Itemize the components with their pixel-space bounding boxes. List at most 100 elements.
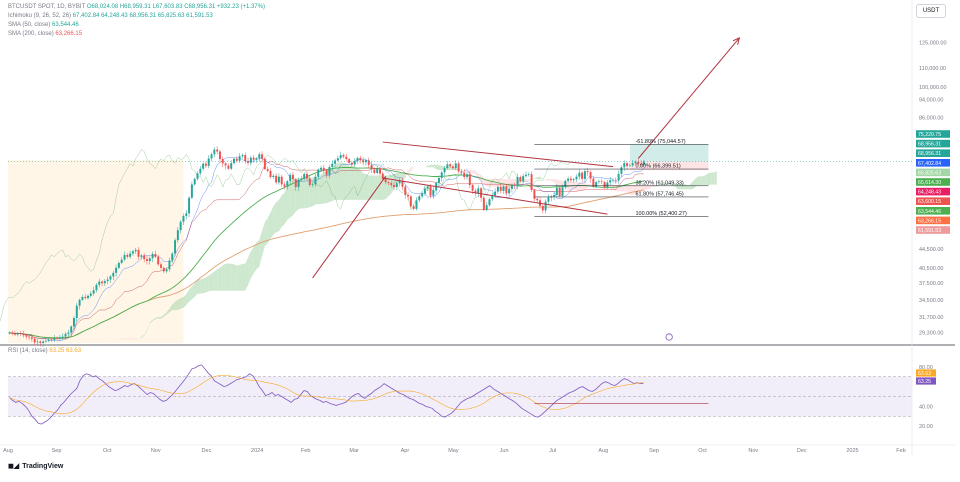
- candle-body: [31, 337, 33, 338]
- candle-body: [452, 166, 454, 168]
- ichimoku-cloud-segment: [711, 173, 714, 185]
- tradingview-logo[interactable]: ◼◢TradingView: [8, 462, 63, 470]
- candle-body: [272, 176, 274, 177]
- candle-body: [508, 189, 510, 193]
- ichimoku-cloud-segment: [411, 167, 414, 171]
- candle-body: [65, 334, 67, 337]
- ichimoku-cloud-segment: [461, 169, 464, 170]
- event-marker-icon[interactable]: [666, 334, 672, 340]
- ichimoku-cloud-segment: [408, 167, 411, 173]
- price-tick-label: 40,500.00: [919, 266, 943, 272]
- candle-body: [430, 186, 432, 195]
- ichimoku-cloud-segment: [304, 178, 307, 209]
- candle-body: [143, 255, 145, 259]
- candle-body: [216, 150, 218, 152]
- ichimoku-cloud-segment: [352, 166, 355, 200]
- candle-body: [609, 180, 611, 182]
- candle-body: [211, 154, 213, 158]
- ichimoku-cloud-segment: [582, 183, 585, 191]
- candle-body: [28, 337, 30, 338]
- price-tick-label: 125,000.00: [919, 41, 947, 47]
- price-badge-label: 63,600.15: [918, 199, 941, 205]
- candle-body: [337, 158, 339, 160]
- candle-body: [373, 169, 375, 173]
- price-badge-label: 63,544.46: [918, 209, 941, 215]
- candle-body: [93, 290, 95, 293]
- candle-body: [107, 280, 109, 282]
- candle-body: [109, 276, 111, 279]
- candle-body: [87, 296, 89, 298]
- candle-body: [199, 169, 201, 174]
- ichimoku-cloud-segment: [548, 179, 551, 181]
- candle-body: [149, 258, 151, 261]
- candle-body: [570, 179, 572, 181]
- candle-body: [505, 186, 507, 193]
- candle-body: [626, 163, 628, 166]
- candle-body: [292, 175, 294, 179]
- candle-body: [592, 179, 594, 187]
- candle-body: [227, 165, 229, 168]
- candle-body: [236, 159, 238, 161]
- price-tick-label: 100,000.00: [919, 85, 947, 91]
- candle-body: [486, 205, 488, 210]
- price-tick-label: 86,000.00: [919, 115, 943, 121]
- candle-body: [328, 167, 330, 175]
- candle-body: [191, 184, 193, 197]
- candle-body: [154, 254, 156, 257]
- candle-body: [118, 263, 120, 268]
- candle-body: [300, 179, 302, 180]
- candle-body: [14, 334, 16, 335]
- sma200-label: SMA (200, close): [8, 31, 54, 37]
- candle-body: [115, 268, 117, 273]
- time-tick-label: Feb: [896, 448, 905, 454]
- candle-body: [20, 333, 22, 334]
- candle-body: [547, 197, 549, 201]
- price-badge-label: 65,614.30: [918, 180, 941, 186]
- ichimoku-cloud-segment: [324, 171, 327, 203]
- time-tick-label: Jul: [549, 448, 556, 454]
- sma200-value: 63,266.15: [55, 31, 82, 37]
- ichimoku-cloud-segment: [158, 317, 161, 319]
- candle-body: [202, 164, 204, 169]
- candle-body: [584, 171, 586, 179]
- candle-body: [460, 171, 462, 172]
- fib-level-label: 38.20% (61,049.33): [635, 180, 683, 186]
- time-tick-label: Jun: [500, 448, 509, 454]
- candle-body: [168, 261, 170, 270]
- candle-body: [309, 179, 311, 185]
- candle-body: [140, 255, 142, 256]
- rsi-label: RSI (14, close): [8, 348, 48, 354]
- price-tick-label: 94,000.00: [919, 98, 943, 104]
- candle-body: [348, 159, 350, 163]
- ichimoku-cloud-segment: [212, 272, 215, 291]
- time-tick-label: Feb: [301, 448, 310, 454]
- ichimoku-cloud-segment: [198, 279, 201, 293]
- candle-body: [244, 155, 246, 161]
- candle-body: [48, 339, 50, 340]
- time-tick-label: Aug: [598, 448, 608, 454]
- price-badge-label: 64,248.43: [918, 190, 941, 196]
- ichimoku-cloud-segment: [374, 176, 377, 200]
- currency-button[interactable]: USDT: [916, 4, 946, 18]
- ichimoku-cloud-segment: [178, 298, 181, 310]
- time-tick-label: 2024: [251, 448, 263, 454]
- candle-body: [368, 160, 370, 165]
- candle-body: [124, 255, 126, 260]
- candle-body: [561, 187, 563, 196]
- candle-body: [25, 335, 27, 336]
- price-tick-label: 29,300.00: [919, 331, 943, 337]
- rsi-values: 63.25 63.63: [49, 348, 81, 354]
- candle-body: [514, 185, 516, 186]
- candle-body: [95, 285, 97, 290]
- candle-body: [314, 177, 316, 185]
- candle-body: [581, 173, 583, 179]
- candle-body: [34, 339, 36, 343]
- candle-body: [517, 177, 519, 186]
- candle-body: [51, 339, 53, 340]
- candle-body: [219, 151, 221, 159]
- candle-body: [424, 189, 426, 194]
- candle-body: [578, 173, 580, 177]
- time-tick-label: Apr: [401, 448, 410, 454]
